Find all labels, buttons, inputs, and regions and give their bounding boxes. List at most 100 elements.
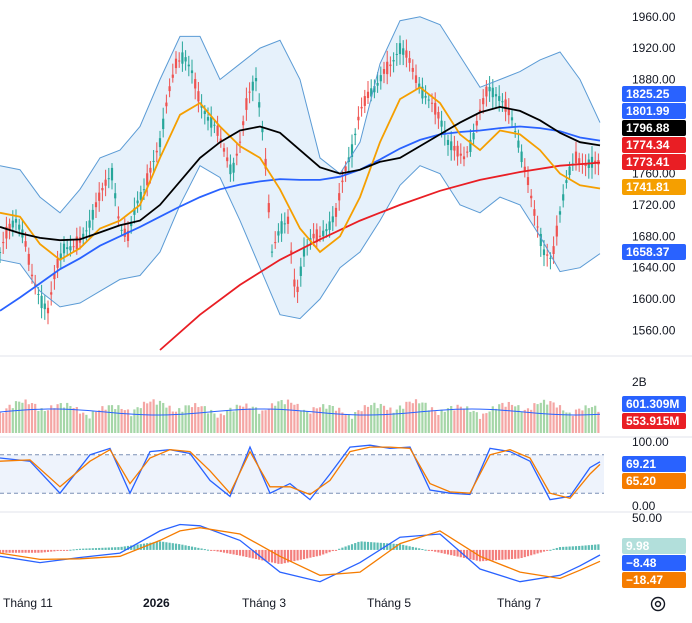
macd-hist-bar [299, 549, 302, 560]
macd-hist-bar [325, 549, 328, 554]
volume-bar [597, 411, 600, 433]
volume-bar [62, 407, 66, 433]
macd-hist-bar [117, 547, 120, 550]
volume-bar [226, 410, 229, 433]
candle [226, 147, 229, 168]
macd-hist-bar [510, 549, 514, 560]
volume-bar [555, 407, 558, 433]
volume-bar [491, 406, 494, 433]
macd-hist-bar [5, 549, 8, 553]
volume-bar [437, 414, 440, 433]
macd-hist-bar [296, 549, 299, 561]
macd-hist-bar [210, 549, 213, 551]
volume-bar [299, 410, 302, 433]
macd-hist-bar [491, 549, 494, 561]
candle [293, 268, 296, 298]
price-axis-tick: 1960.00 [632, 10, 676, 24]
volume-bar [120, 408, 123, 433]
macd-hist-bar [411, 546, 414, 550]
macd-hist-bar [594, 544, 597, 550]
candle [427, 93, 430, 109]
volume-bar [558, 405, 562, 433]
candle [459, 143, 462, 164]
macd-hist-bar [430, 549, 434, 552]
macd-hist-bar [203, 549, 206, 551]
macd-hist-bar [59, 549, 62, 551]
volume-bar [430, 407, 434, 433]
macd-hist-bar [21, 549, 24, 553]
volume-bar [219, 413, 222, 433]
volume-bar [254, 407, 258, 433]
macd-hist-bar [539, 549, 542, 553]
candle [408, 50, 411, 72]
volume-bar [37, 410, 40, 433]
macd-hist-bar [0, 549, 2, 553]
volume-bar [565, 412, 568, 433]
macd-hist-bar [184, 545, 187, 550]
volume-bar [478, 418, 482, 433]
macd-hist-bar [526, 549, 530, 557]
candle [2, 231, 5, 254]
candle [190, 59, 194, 84]
macd-tag: −18.47 [622, 572, 686, 588]
candle [334, 202, 338, 227]
volume-bar [312, 407, 315, 433]
volume-bar [568, 412, 571, 433]
candle [520, 144, 523, 168]
macd-hist-bar [488, 549, 491, 561]
volume-bar [379, 403, 382, 433]
macd-hist-bar [251, 549, 254, 559]
candle [395, 42, 398, 66]
candle [456, 140, 459, 166]
volume-bar [101, 406, 104, 433]
candle [373, 79, 376, 99]
macd-hist-bar [424, 549, 427, 551]
volume-bar [443, 411, 446, 433]
volume-bar [389, 407, 392, 433]
macd-hist-bar [130, 545, 133, 550]
volume-bar [133, 409, 136, 433]
macd-hist-bar [530, 549, 533, 556]
candle [258, 93, 261, 117]
volume-bar [552, 402, 555, 433]
macd-hist-bar [472, 549, 475, 560]
macd-tag: −8.48 [622, 555, 686, 571]
macd-hist-bar [341, 547, 344, 550]
macd-hist-bar [162, 541, 165, 550]
macd-hist-bar [443, 549, 446, 554]
volume-bar [200, 406, 203, 433]
volume-bar [264, 410, 267, 433]
candle [539, 227, 542, 257]
candle [315, 223, 318, 249]
volume-bar [475, 412, 478, 433]
candle [514, 122, 517, 138]
macd-hist-bar [50, 549, 53, 552]
price-axis-tick: 1880.00 [632, 72, 676, 86]
macd-hist-bar [469, 549, 472, 560]
macd-hist-bar [514, 549, 517, 559]
macd-hist-bar [402, 544, 405, 550]
candle [290, 242, 293, 264]
candle [482, 89, 485, 114]
candle [546, 243, 549, 267]
volume-bar [546, 404, 549, 433]
macd-hist-bar [555, 547, 558, 550]
volume-bar [27, 404, 30, 433]
candle [0, 247, 2, 263]
macd-hist-bar [485, 549, 488, 561]
candle [245, 87, 248, 121]
stoch-line-1 [0, 446, 601, 500]
candle [88, 209, 91, 238]
macd-hist-bar [136, 544, 139, 550]
volume-bar [152, 399, 155, 433]
macd-hist-bar [24, 549, 27, 553]
macd-hist-bar [18, 549, 21, 553]
macd-hist-bar [578, 545, 581, 550]
candle [120, 224, 123, 236]
volume-bar [267, 408, 270, 433]
gear-icon[interactable] [648, 594, 668, 614]
volume-bar [395, 409, 398, 433]
volume-bar [274, 405, 277, 433]
